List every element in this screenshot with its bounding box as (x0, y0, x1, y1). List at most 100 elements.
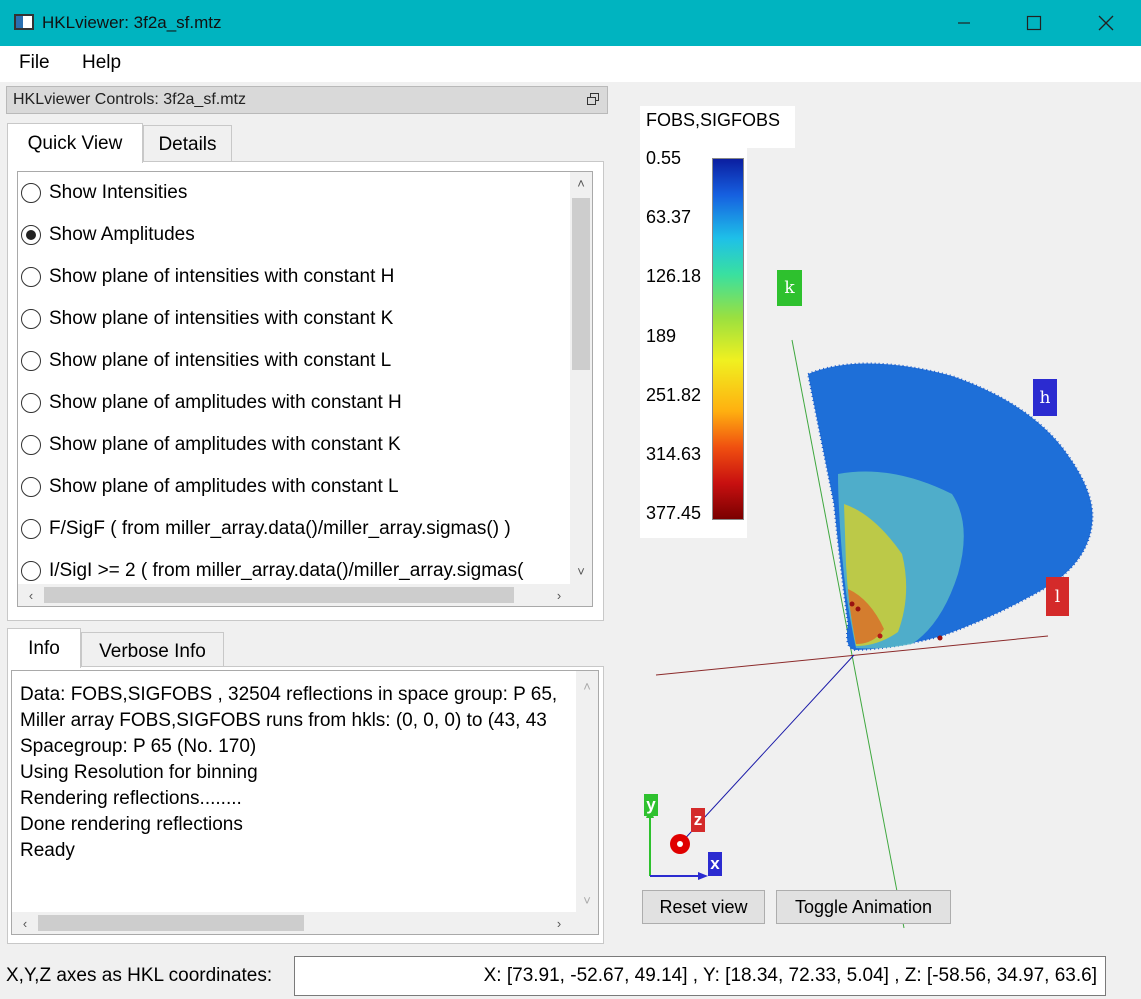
float-dock-icon[interactable] (587, 93, 599, 105)
menu-help[interactable]: Help (82, 52, 122, 73)
reset-view-button[interactable]: Reset view (642, 890, 765, 924)
display-option-label: Show Amplitudes (49, 224, 195, 245)
hscroll-thumb[interactable] (44, 587, 514, 603)
info-pane: Data: FOBS,SIGFOBS , 32504 reflections i… (7, 666, 604, 944)
legend-title: FOBS,SIGFOBS (646, 110, 781, 130)
mini-x-arrow (698, 872, 708, 880)
radio-button[interactable] (21, 351, 41, 371)
vertical-scrollbar[interactable]: ˄ ˅ (570, 172, 592, 584)
title-bar: HKLviewer: 3f2a_sf.mtz (0, 0, 1141, 46)
reflection-spot (855, 606, 861, 612)
info-line: Data: FOBS,SIGFOBS , 32504 reflections i… (20, 684, 558, 705)
display-option-label: Show plane of intensities with constant … (49, 350, 392, 371)
display-option-row[interactable]: I/SigI >= 2 ( from miller_array.data()/m… (18, 550, 523, 592)
tab-info[interactable]: Info (7, 628, 81, 668)
info-scroll-down-icon[interactable]: ˅ (583, 892, 591, 908)
scroll-right-icon[interactable]: › (556, 587, 562, 603)
scroll-left-icon[interactable]: ‹ (28, 587, 34, 603)
radio-button[interactable] (21, 435, 41, 455)
maximize-button[interactable] (999, 0, 1069, 46)
radio-button[interactable] (21, 267, 41, 287)
legend-tick-label: 314.63 (646, 443, 702, 464)
legend-tick-label: 251.82 (646, 384, 702, 405)
dock-title-bar[interactable]: HKLviewer Controls: 3f2a_sf.mtz (6, 86, 608, 114)
radio-button[interactable] (21, 561, 41, 581)
scroll-down-icon[interactable]: ˅ (577, 563, 585, 579)
info-line: Done rendering reflections (20, 814, 243, 835)
tab-details[interactable]: Details (143, 125, 232, 163)
info-horizontal-scrollbar[interactable]: ‹ › (12, 912, 598, 934)
display-options-list[interactable]: Show Intensities Show Amplitudes Show plan… (17, 171, 593, 607)
reflection-spot (849, 601, 855, 607)
maximize-icon (1026, 15, 1042, 31)
app-window-icon (14, 14, 34, 30)
view-axis-line (679, 654, 855, 845)
window-title: HKLviewer: 3f2a_sf.mtz (42, 13, 222, 32)
mini-y-label: y (644, 794, 658, 816)
radio-button[interactable] (21, 477, 41, 497)
hkl-coordinates-field[interactable]: X: [73.91, -52.67, 49.14] , Y: [18.34, 7… (294, 956, 1106, 996)
minimize-button[interactable] (929, 0, 999, 46)
horizontal-scrollbar[interactable]: ‹ › (18, 584, 592, 606)
close-button[interactable] (1071, 0, 1141, 46)
display-option-row[interactable]: Show plane of intensities with constant … (18, 298, 393, 340)
display-option-label: I/SigI >= 2 ( from miller_array.data()/m… (49, 560, 524, 581)
radio-button[interactable] (21, 519, 41, 539)
tab-verbose-info[interactable]: Verbose Info (81, 632, 224, 670)
display-option-label: Show plane of intensities with constant … (49, 308, 394, 329)
display-option-label: F/SigF ( from miller_array.data()/miller… (49, 518, 511, 539)
reflection-spot (937, 635, 943, 641)
scroll-thumb[interactable] (572, 198, 590, 370)
scroll-up-icon[interactable]: ˄ (577, 175, 585, 191)
reflection-3d-view[interactable]: FOBS,SIGFOBS 0.55 63.37 126.18 189 251.82 314… (612, 84, 1141, 950)
status-bar: X,Y,Z axes as HKL coordinates: X: [73.91… (0, 952, 1141, 999)
h-axis-label: h (1033, 379, 1057, 416)
info-line: Rendering reflections........ (20, 788, 242, 809)
l-axis-label: l (1046, 577, 1069, 616)
tab-quick-view[interactable]: Quick View (7, 123, 143, 163)
info-line: Miller array FOBS,SIGFOBS runs from hkls… (20, 710, 547, 731)
display-option-row[interactable]: F/SigF ( from miller_array.data()/miller… (18, 508, 511, 550)
display-option-row[interactable]: Show plane of amplitudes with constant L (18, 466, 399, 508)
mini-z-label: z (691, 808, 705, 832)
info-scroll-right-icon[interactable]: › (556, 915, 562, 931)
info-hscroll-thumb[interactable] (38, 915, 304, 931)
legend-tick-label: 0.55 (646, 148, 682, 168)
display-option-row[interactable]: Show plane of amplitudes with constant H (18, 382, 402, 424)
radio-button[interactable] (21, 393, 41, 413)
color-legend: 0.55 63.37 126.18 189 251.82 314.63 377.45 (640, 144, 747, 538)
minimize-icon (958, 22, 970, 24)
info-vertical-scrollbar[interactable]: ˄ ˅ (576, 671, 598, 912)
k-axis-label: k (777, 270, 802, 306)
display-option-label: Show plane of amplitudes with constant L (49, 476, 399, 497)
legend-tick-label: 189 (646, 325, 677, 346)
reflection-cloud-hottest (848, 589, 884, 644)
menu-file[interactable]: File (19, 52, 50, 73)
legend-tick-label: 126.18 (646, 266, 702, 287)
dock-title: HKLviewer Controls: 3f2a_sf.mtz (13, 91, 246, 108)
display-option-row[interactable]: Show plane of intensities with constant … (18, 256, 394, 298)
radio-button[interactable] (21, 225, 41, 245)
color-legend-header: FOBS,SIGFOBS (640, 106, 795, 148)
display-option-row[interactable]: Show plane of intensities with constant … (18, 340, 391, 382)
display-option-label: Show Intensities (49, 182, 188, 203)
info-line: Using Resolution for binning (20, 762, 258, 783)
info-scroll-left-icon[interactable]: ‹ (22, 915, 28, 931)
display-option-row[interactable]: Show Intensities (18, 172, 187, 214)
info-scroll-up-icon[interactable]: ˄ (583, 678, 591, 694)
radio-button[interactable] (21, 183, 41, 203)
radio-button[interactable] (21, 309, 41, 329)
display-option-row[interactable]: Show Amplitudes (18, 214, 195, 256)
close-icon (1098, 15, 1114, 31)
legend-color-bar (712, 158, 744, 520)
reflection-scene[interactable] (612, 84, 1141, 950)
display-option-label: Show plane of amplitudes with constant K (49, 434, 401, 455)
display-option-label: Show plane of intensities with constant … (49, 266, 395, 287)
display-option-row[interactable]: Show plane of amplitudes with constant K (18, 424, 401, 466)
info-text-area[interactable]: Data: FOBS,SIGFOBS , 32504 reflections i… (11, 670, 599, 935)
legend-tick-label: 63.37 (646, 207, 692, 228)
l-axis-line (655, 635, 1049, 676)
hkl-coordinates-label: X,Y,Z axes as HKL coordinates: (6, 965, 273, 986)
toggle-animation-button[interactable]: Toggle Animation (776, 890, 951, 924)
legend-tick-label: 377.45 (646, 503, 702, 523)
